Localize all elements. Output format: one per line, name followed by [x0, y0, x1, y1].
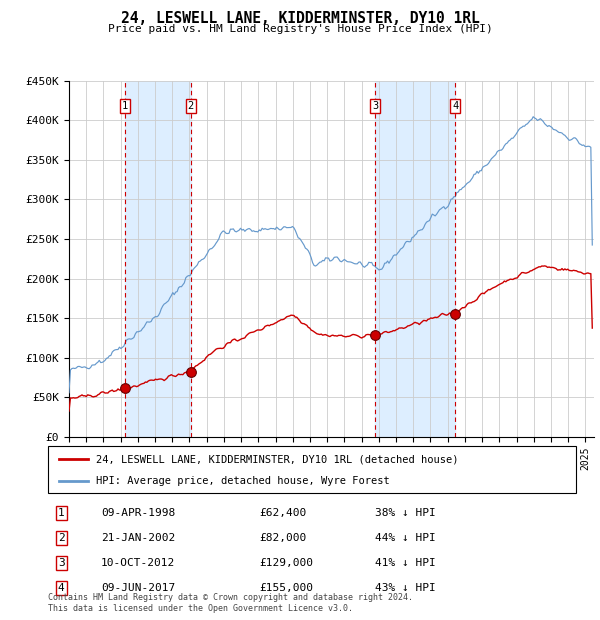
- Text: 38% ↓ HPI: 38% ↓ HPI: [376, 508, 436, 518]
- Text: 09-JUN-2017: 09-JUN-2017: [101, 583, 175, 593]
- Text: 24, LESWELL LANE, KIDDERMINSTER, DY10 1RL: 24, LESWELL LANE, KIDDERMINSTER, DY10 1R…: [121, 11, 479, 26]
- Text: 43% ↓ HPI: 43% ↓ HPI: [376, 583, 436, 593]
- Text: Contains HM Land Registry data © Crown copyright and database right 2024.
This d: Contains HM Land Registry data © Crown c…: [48, 593, 413, 613]
- Text: 1: 1: [122, 101, 128, 111]
- Bar: [125, 81, 191, 437]
- Text: 44% ↓ HPI: 44% ↓ HPI: [376, 533, 436, 543]
- Text: 09-APR-1998: 09-APR-1998: [101, 508, 175, 518]
- Text: 24, LESWELL LANE, KIDDERMINSTER, DY10 1RL (detached house): 24, LESWELL LANE, KIDDERMINSTER, DY10 1R…: [95, 454, 458, 464]
- Text: £82,000: £82,000: [259, 533, 307, 543]
- Text: 4: 4: [58, 583, 65, 593]
- Text: £129,000: £129,000: [259, 558, 313, 569]
- Text: 41% ↓ HPI: 41% ↓ HPI: [376, 558, 436, 569]
- Text: 3: 3: [372, 101, 378, 111]
- Bar: [375, 81, 455, 437]
- Text: 2: 2: [187, 101, 194, 111]
- Text: 4: 4: [452, 101, 458, 111]
- FancyBboxPatch shape: [48, 446, 576, 493]
- Text: 21-JAN-2002: 21-JAN-2002: [101, 533, 175, 543]
- Text: HPI: Average price, detached house, Wyre Forest: HPI: Average price, detached house, Wyre…: [95, 476, 389, 486]
- Text: Price paid vs. HM Land Registry's House Price Index (HPI): Price paid vs. HM Land Registry's House …: [107, 24, 493, 33]
- Text: 10-OCT-2012: 10-OCT-2012: [101, 558, 175, 569]
- Text: 3: 3: [58, 558, 65, 569]
- Text: £62,400: £62,400: [259, 508, 307, 518]
- Text: 2: 2: [58, 533, 65, 543]
- Text: £155,000: £155,000: [259, 583, 313, 593]
- Text: 1: 1: [58, 508, 65, 518]
